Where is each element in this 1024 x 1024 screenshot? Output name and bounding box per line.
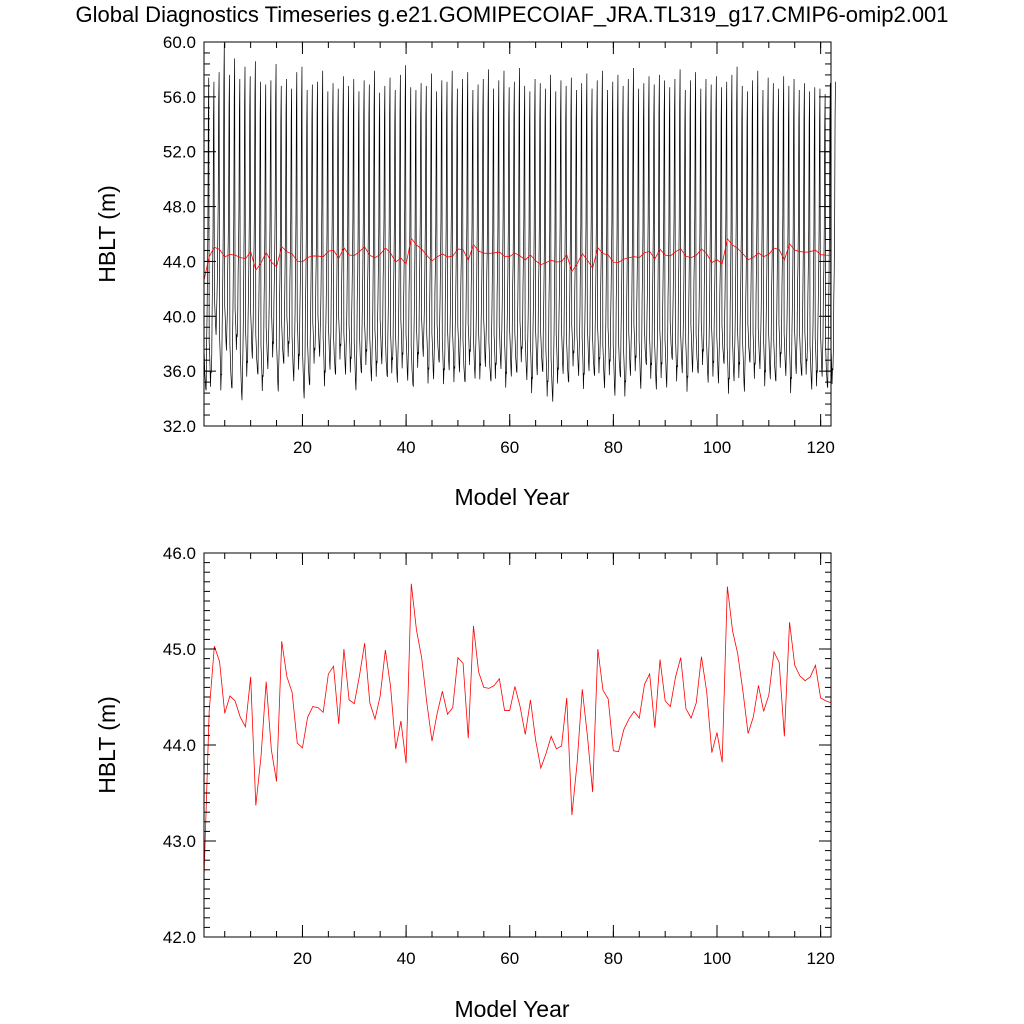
top-xtick-label: 100 xyxy=(703,438,731,457)
bottom-ytick-label: 42.0 xyxy=(163,928,196,947)
bottom-panel-xlabel: Model Year xyxy=(454,996,569,1022)
top-panel-ticks: 32.0 36.0 40.0 44.0 48.0 52.0 56.0 60.0 20 40 60 80… xyxy=(163,33,835,457)
bottom-ytick-label: 44.0 xyxy=(163,736,196,755)
monthly-series-line xyxy=(203,43,836,402)
top-panel: 32.0 36.0 40.0 44.0 48.0 52.0 56.0 60.0 20 40 60 80… xyxy=(94,33,836,510)
bottom-ytick-label: 45.0 xyxy=(163,640,196,659)
bottom-ytick-label: 46.0 xyxy=(163,544,196,563)
bottom-panel-ylabel: HBLT (m) xyxy=(94,696,120,794)
top-panel-xlabel: Model Year xyxy=(454,484,569,510)
bottom-panel: 42.0 43.0 44.0 45.0 46.0 20 40 60 80 100 120 Model… xyxy=(94,544,835,1022)
top-ytick-label: 32.0 xyxy=(163,417,196,436)
bottom-annual-series-line xyxy=(203,583,832,878)
top-ytick-label: 60.0 xyxy=(163,33,196,52)
top-ytick-label: 36.0 xyxy=(163,362,196,381)
top-panel-ylabel: HBLT (m) xyxy=(94,185,120,283)
top-xtick-label: 40 xyxy=(397,438,416,457)
top-ytick-label: 44.0 xyxy=(163,252,196,271)
top-xtick-label: 60 xyxy=(500,438,519,457)
top-panel-traces xyxy=(203,43,836,402)
bottom-panel-traces xyxy=(203,583,832,878)
top-ytick-label: 48.0 xyxy=(163,198,196,217)
top-xtick-label: 20 xyxy=(293,438,312,457)
top-ytick-label: 52.0 xyxy=(163,143,196,162)
bottom-ytick-label: 43.0 xyxy=(163,832,196,851)
bottom-xtick-label: 80 xyxy=(604,949,623,968)
top-xtick-label: 80 xyxy=(604,438,623,457)
figure-title: Global Diagnostics Timeseries g.e21.GOMI… xyxy=(75,2,948,27)
top-annual-series-line xyxy=(203,237,832,281)
bottom-xtick-label: 120 xyxy=(806,949,834,968)
top-xtick-label: 120 xyxy=(806,438,834,457)
bottom-panel-frame xyxy=(203,552,832,938)
bottom-panel-ticks: 42.0 43.0 44.0 45.0 46.0 20 40 60 80 100 120 xyxy=(163,544,835,968)
top-ytick-label: 40.0 xyxy=(163,307,196,326)
bottom-xtick-label: 20 xyxy=(293,949,312,968)
top-panel-frame xyxy=(203,41,832,427)
bottom-xtick-label: 60 xyxy=(500,949,519,968)
top-ytick-label: 56.0 xyxy=(163,88,196,107)
bottom-xtick-label: 40 xyxy=(397,949,416,968)
bottom-xtick-label: 100 xyxy=(703,949,731,968)
